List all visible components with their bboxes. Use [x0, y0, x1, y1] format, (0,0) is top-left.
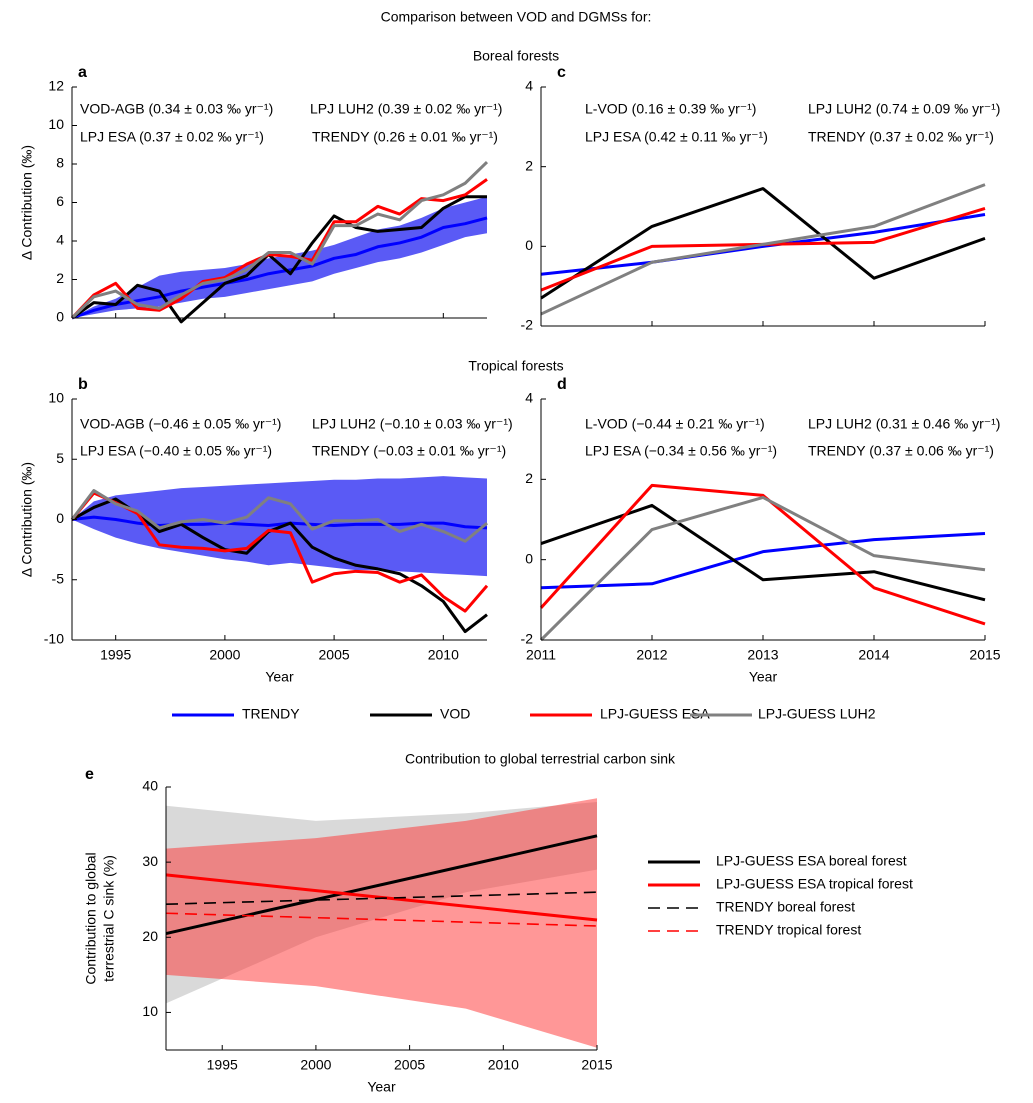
legend-label: LPJ-GUESS ESA — [600, 706, 710, 722]
series-line — [165, 891, 598, 906]
annotation: LPJ ESA (−0.34 ± 0.56 ‰ yr⁻¹) — [585, 443, 777, 459]
panel-label: e — [85, 766, 94, 783]
y-tick-label: 6 — [56, 193, 64, 209]
y-axis-label: terrestrial C sink (%) — [101, 855, 117, 982]
x-tick-label: 2010 — [428, 647, 459, 663]
y-tick-label: 8 — [56, 155, 64, 171]
figure-title: Comparison between VOD and DGMSs for: — [381, 9, 652, 25]
y-tick-label: 2 — [525, 470, 533, 486]
x-tick-label: 2015 — [969, 647, 1000, 663]
annotation: L-VOD (−0.44 ± 0.21 ‰ yr⁻¹) — [585, 416, 765, 432]
legend-label: TRENDY — [242, 706, 300, 722]
series-line — [71, 515, 488, 530]
annotation: L-VOD (0.16 ± 0.39 ‰ yr⁻¹) — [585, 101, 756, 117]
annotation: LPJ LUH2 (0.31 ± 0.46 ‰ yr⁻¹) — [808, 416, 1000, 432]
series-line — [540, 503, 986, 602]
y-tick-label: 5 — [56, 450, 64, 466]
y-tick-label: 10 — [48, 390, 64, 406]
y-axis-label: Δ Contribution (‰) — [19, 145, 35, 260]
panel-label: b — [78, 376, 88, 393]
series-line — [70, 491, 489, 613]
annotation: TRENDY (−0.03 ± 0.01 ‰ yr⁻¹) — [312, 443, 506, 459]
y-tick-label: 10 — [48, 116, 64, 132]
x-tick-label: 1995 — [207, 1057, 238, 1073]
legend-label: LPJ-GUESS ESA boreal forest — [716, 853, 907, 869]
x-tick-label: 2000 — [300, 1057, 331, 1073]
legend-label: TRENDY tropical forest — [716, 922, 861, 938]
series-line — [70, 489, 488, 543]
series-line — [70, 160, 489, 320]
x-tick-label: 2015 — [581, 1057, 612, 1073]
annotation: LPJ LUH2 (0.74 ± 0.09 ‰ yr⁻¹) — [808, 101, 1000, 117]
series-line — [540, 207, 986, 292]
y-tick-label: 12 — [48, 78, 64, 94]
annotation: TRENDY (0.26 ± 0.01 ‰ yr⁻¹) — [312, 129, 498, 145]
y-tick-label: -10 — [44, 631, 64, 647]
section-title: Boreal forests — [473, 48, 559, 64]
series-line — [539, 483, 986, 626]
annotation: LPJ ESA (−0.40 ± 0.05 ‰ yr⁻¹) — [80, 443, 272, 459]
annotation: LPJ LUH2 (0.39 ± 0.02 ‰ yr⁻¹) — [310, 101, 502, 117]
x-axis-label: Year — [367, 1079, 396, 1095]
y-tick-label: 2 — [525, 157, 533, 173]
y-tick-label: 2 — [56, 270, 64, 286]
series-line — [165, 912, 598, 927]
chart-title: Contribution to global terrestrial carbo… — [405, 751, 676, 767]
legend-label: LPJ-GUESS LUH2 — [758, 706, 876, 722]
x-tick-label: 2013 — [747, 647, 778, 663]
y-tick-label: -5 — [52, 570, 65, 586]
annotation: TRENDY (0.37 ± 0.02 ‰ yr⁻¹) — [808, 129, 994, 145]
series-line — [70, 178, 488, 320]
series-line — [540, 212, 986, 276]
y-axis-label: Δ Contribution (‰) — [19, 462, 35, 577]
y-tick-label: 4 — [56, 232, 64, 248]
panel-label: a — [78, 64, 87, 81]
annotation: TRENDY (0.37 ± 0.06 ‰ yr⁻¹) — [808, 443, 994, 459]
x-tick-label: 2012 — [636, 647, 667, 663]
x-tick-label: 2011 — [526, 647, 556, 663]
panel-label: c — [557, 64, 566, 81]
legend-label: TRENDY boreal forest — [716, 899, 855, 915]
y-tick-label: 30 — [142, 853, 158, 869]
annotation: VOD-AGB (−0.46 ± 0.05 ‰ yr⁻¹) — [80, 416, 281, 432]
y-axis-label: Contribution to global — [83, 852, 99, 984]
y-tick-label: 4 — [525, 78, 533, 94]
series-line — [165, 834, 598, 935]
annotation: VOD-AGB (0.34 ± 0.03 ‰ yr⁻¹) — [80, 101, 273, 117]
x-tick-label: 1995 — [100, 647, 131, 663]
section-title: Tropical forests — [468, 358, 563, 374]
series-line — [540, 187, 986, 300]
band — [72, 196, 487, 318]
x-axis-label: Year — [265, 669, 294, 685]
x-tick-label: 2014 — [858, 647, 889, 663]
annotation: LPJ ESA (0.42 ± 0.11 ‰ yr⁻¹) — [585, 129, 768, 145]
x-tick-label: 2000 — [209, 647, 240, 663]
annotation: LPJ LUH2 (−0.10 ± 0.03 ‰ yr⁻¹) — [312, 416, 513, 432]
x-tick-label: 2010 — [488, 1057, 519, 1073]
y-tick-label: -2 — [521, 631, 534, 647]
annotation: LPJ ESA (0.37 ± 0.02 ‰ yr⁻¹) — [80, 129, 264, 145]
series-line — [540, 183, 986, 316]
x-tick-label: 2005 — [319, 647, 350, 663]
series-line — [71, 216, 488, 320]
y-tick-label: 0 — [56, 510, 64, 526]
series-line — [539, 495, 986, 642]
y-tick-label: 40 — [142, 778, 158, 794]
x-axis-label: Year — [749, 669, 778, 685]
y-tick-label: 4 — [525, 390, 533, 406]
series-line — [71, 195, 487, 324]
y-tick-label: -2 — [521, 317, 534, 333]
y-tick-label: 0 — [525, 237, 533, 253]
x-tick-label: 2005 — [394, 1057, 425, 1073]
y-tick-label: 20 — [142, 928, 158, 944]
series-line — [540, 532, 986, 590]
y-tick-label: 10 — [142, 1003, 158, 1019]
legend-label: LPJ-GUESS ESA tropical forest — [716, 876, 913, 892]
legend-label: VOD — [440, 706, 470, 722]
panel-label: d — [557, 376, 567, 393]
y-tick-label: 0 — [56, 309, 64, 325]
y-tick-label: 0 — [525, 550, 533, 566]
